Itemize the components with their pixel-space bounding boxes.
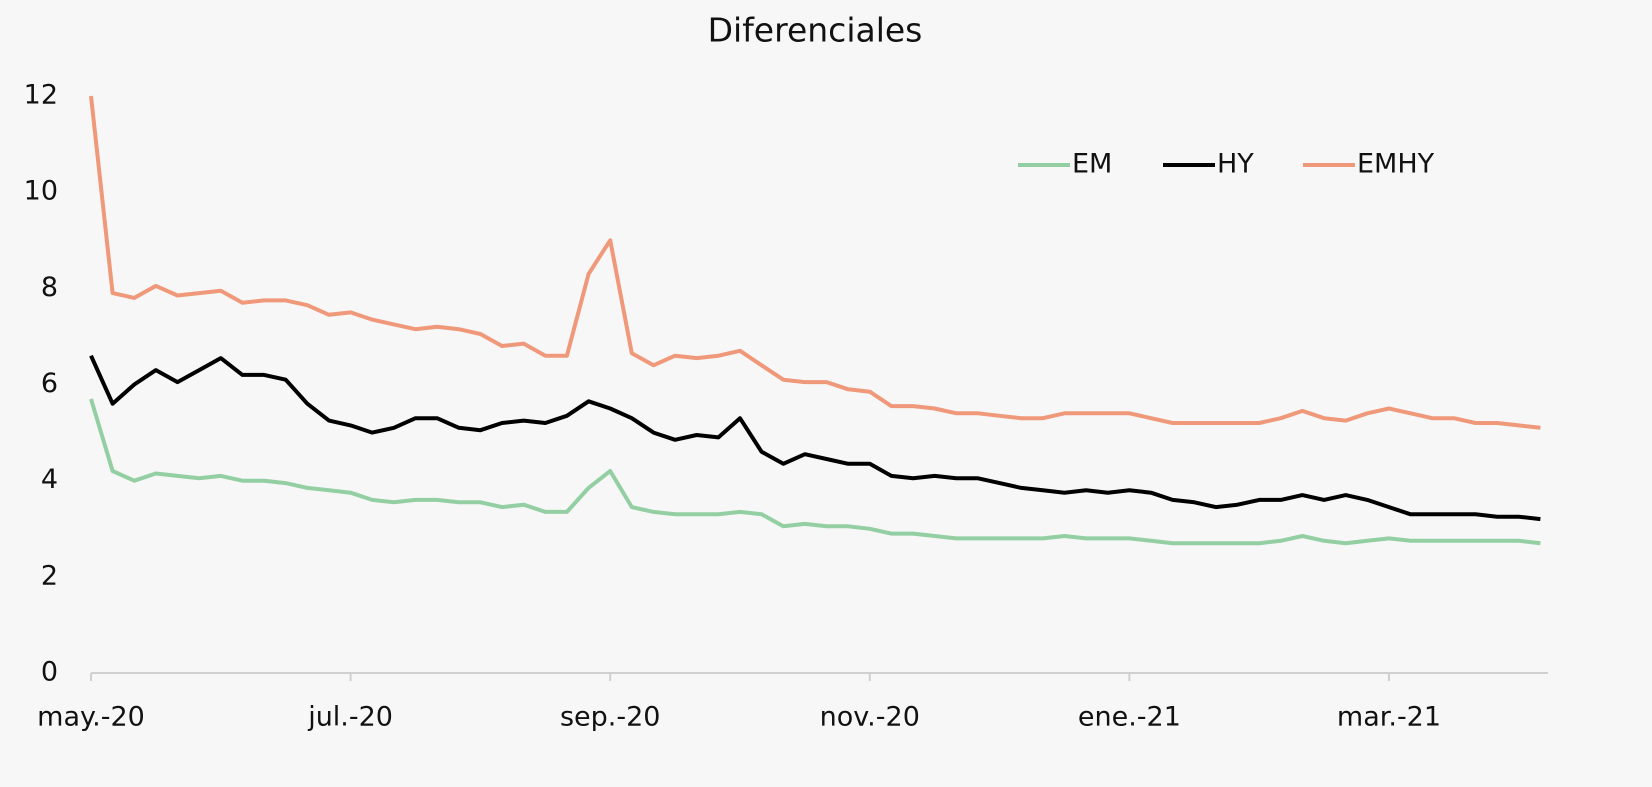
y-tick-label: 2 bbox=[41, 560, 58, 591]
legend-label: EMHY bbox=[1357, 149, 1435, 180]
y-tick-label: 10 bbox=[24, 176, 58, 207]
legend-label: HY bbox=[1217, 149, 1254, 180]
x-tick-label: sep.-20 bbox=[560, 702, 661, 733]
x-tick-label: nov.-20 bbox=[820, 702, 920, 733]
y-tick-label: 6 bbox=[41, 368, 58, 399]
y-tick-label: 8 bbox=[41, 272, 58, 303]
chart-title: Diferenciales bbox=[708, 11, 923, 50]
line-series bbox=[89, 354, 1541, 522]
x-tick-label: mar.-21 bbox=[1337, 702, 1441, 733]
x-tick-label: jul.-20 bbox=[307, 702, 393, 733]
y-tick-label: 12 bbox=[24, 80, 58, 111]
line-series bbox=[89, 95, 1541, 430]
line-series bbox=[89, 398, 1541, 546]
y-tick-label: 0 bbox=[41, 657, 58, 688]
x-tick-label: ene.-21 bbox=[1078, 702, 1181, 733]
x-tick-label: may.-20 bbox=[37, 702, 145, 733]
legend-label: EM bbox=[1072, 149, 1112, 180]
y-tick-label: 4 bbox=[41, 464, 58, 495]
